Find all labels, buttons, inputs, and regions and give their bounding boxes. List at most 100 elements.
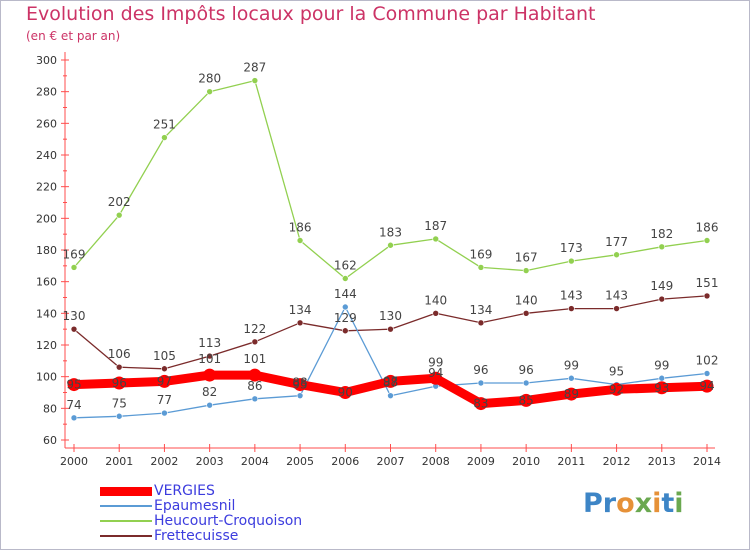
legend-label: VERGIES [154, 483, 215, 499]
y-tick-label: 260 [36, 117, 57, 130]
data-label: 75 [112, 396, 127, 410]
data-point [432, 235, 440, 243]
data-point [70, 264, 78, 271]
data-label: 99 [428, 355, 443, 369]
data-point [477, 264, 485, 271]
data-label: 183 [379, 225, 402, 239]
data-label: 99 [654, 358, 669, 372]
data-label: 287 [243, 61, 266, 75]
data-point [161, 409, 168, 417]
data-label: 251 [153, 118, 176, 132]
data-label: 88 [383, 376, 398, 390]
data-point [161, 134, 168, 141]
data-point [296, 319, 304, 327]
data-point [613, 251, 620, 259]
data-point [341, 327, 349, 335]
data-point [341, 275, 349, 282]
data-point [296, 392, 304, 399]
data-label: 149 [650, 279, 673, 293]
data-label: 93 [654, 381, 669, 395]
x-tick-label: 2005 [286, 455, 314, 468]
series-heucourt-croquoison [70, 77, 711, 282]
x-tick-label: 2009 [467, 455, 495, 468]
data-label: 77 [157, 393, 172, 407]
data-label: 96 [112, 376, 127, 390]
data-point [251, 77, 259, 84]
data-point [70, 414, 78, 422]
data-label: 106 [108, 347, 131, 361]
data-label: 182 [650, 227, 673, 241]
data-label: 90 [338, 386, 353, 400]
y-tick-label: 80 [43, 402, 57, 415]
y-tick-label: 160 [36, 276, 57, 289]
y-tick-label: 140 [36, 307, 57, 320]
data-point [115, 412, 123, 420]
chart-subtitle: (en € et par an) [26, 29, 121, 43]
data-point [610, 382, 624, 396]
y-tick-label: 200 [36, 212, 57, 225]
y-tick-label: 300 [36, 54, 57, 67]
legend-label: Frettecuisse [154, 528, 239, 544]
x-tick-label: 2014 [693, 455, 721, 468]
data-point [432, 310, 440, 317]
data-point [161, 365, 168, 373]
data-label: 167 [515, 251, 538, 265]
data-point [248, 368, 262, 382]
data-point [700, 379, 714, 393]
legend-swatch [100, 505, 152, 507]
legend-swatch [100, 535, 152, 537]
data-point [477, 379, 485, 387]
data-point [387, 392, 394, 399]
y-tick-label: 220 [36, 181, 57, 194]
data-label: 186 [289, 221, 312, 235]
data-label: 140 [515, 293, 538, 307]
data-label: 140 [424, 293, 447, 307]
data-point [251, 395, 259, 403]
data-label: 86 [247, 379, 262, 393]
data-label: 187 [424, 219, 447, 233]
x-tick-label: 2002 [150, 455, 178, 468]
data-label: 202 [108, 195, 131, 209]
data-point [293, 378, 307, 392]
data-point [70, 325, 78, 333]
legend-label: Epaumesnil [154, 498, 236, 514]
x-tick-label: 2001 [105, 455, 133, 468]
data-label: 83 [473, 397, 488, 411]
data-label: 95 [292, 378, 307, 392]
y-tick-label: 280 [36, 86, 57, 99]
legend-label: Heucourt-Croquoison [154, 513, 303, 529]
data-point [296, 237, 304, 244]
series-line [73, 79, 708, 280]
data-label: 94 [699, 379, 714, 393]
data-point [115, 363, 123, 371]
data-point [703, 237, 711, 244]
data-point [338, 386, 352, 399]
x-tick-label: 2008 [422, 455, 450, 468]
data-point [564, 387, 578, 401]
data-point [522, 379, 530, 387]
data-point [568, 374, 575, 382]
data-point [112, 376, 126, 390]
data-point [519, 393, 533, 407]
data-point [206, 401, 213, 409]
data-point [387, 241, 394, 249]
data-point [251, 338, 259, 346]
data-point [703, 370, 711, 377]
data-label: 134 [289, 303, 312, 317]
data-label: 88 [292, 376, 307, 390]
data-label: 186 [696, 221, 719, 235]
x-tick-label: 2010 [512, 455, 540, 468]
data-point [384, 374, 397, 388]
data-label: 96 [519, 363, 534, 377]
data-label: 151 [696, 276, 719, 290]
data-point [474, 397, 488, 411]
y-tick-label: 60 [43, 434, 57, 447]
data-label: 122 [243, 322, 266, 336]
x-tick-label: 2012 [603, 455, 631, 468]
series-vergies [67, 368, 714, 411]
data-label: 169 [469, 247, 492, 261]
y-tick-label: 180 [36, 244, 57, 257]
data-label: 280 [198, 72, 221, 86]
